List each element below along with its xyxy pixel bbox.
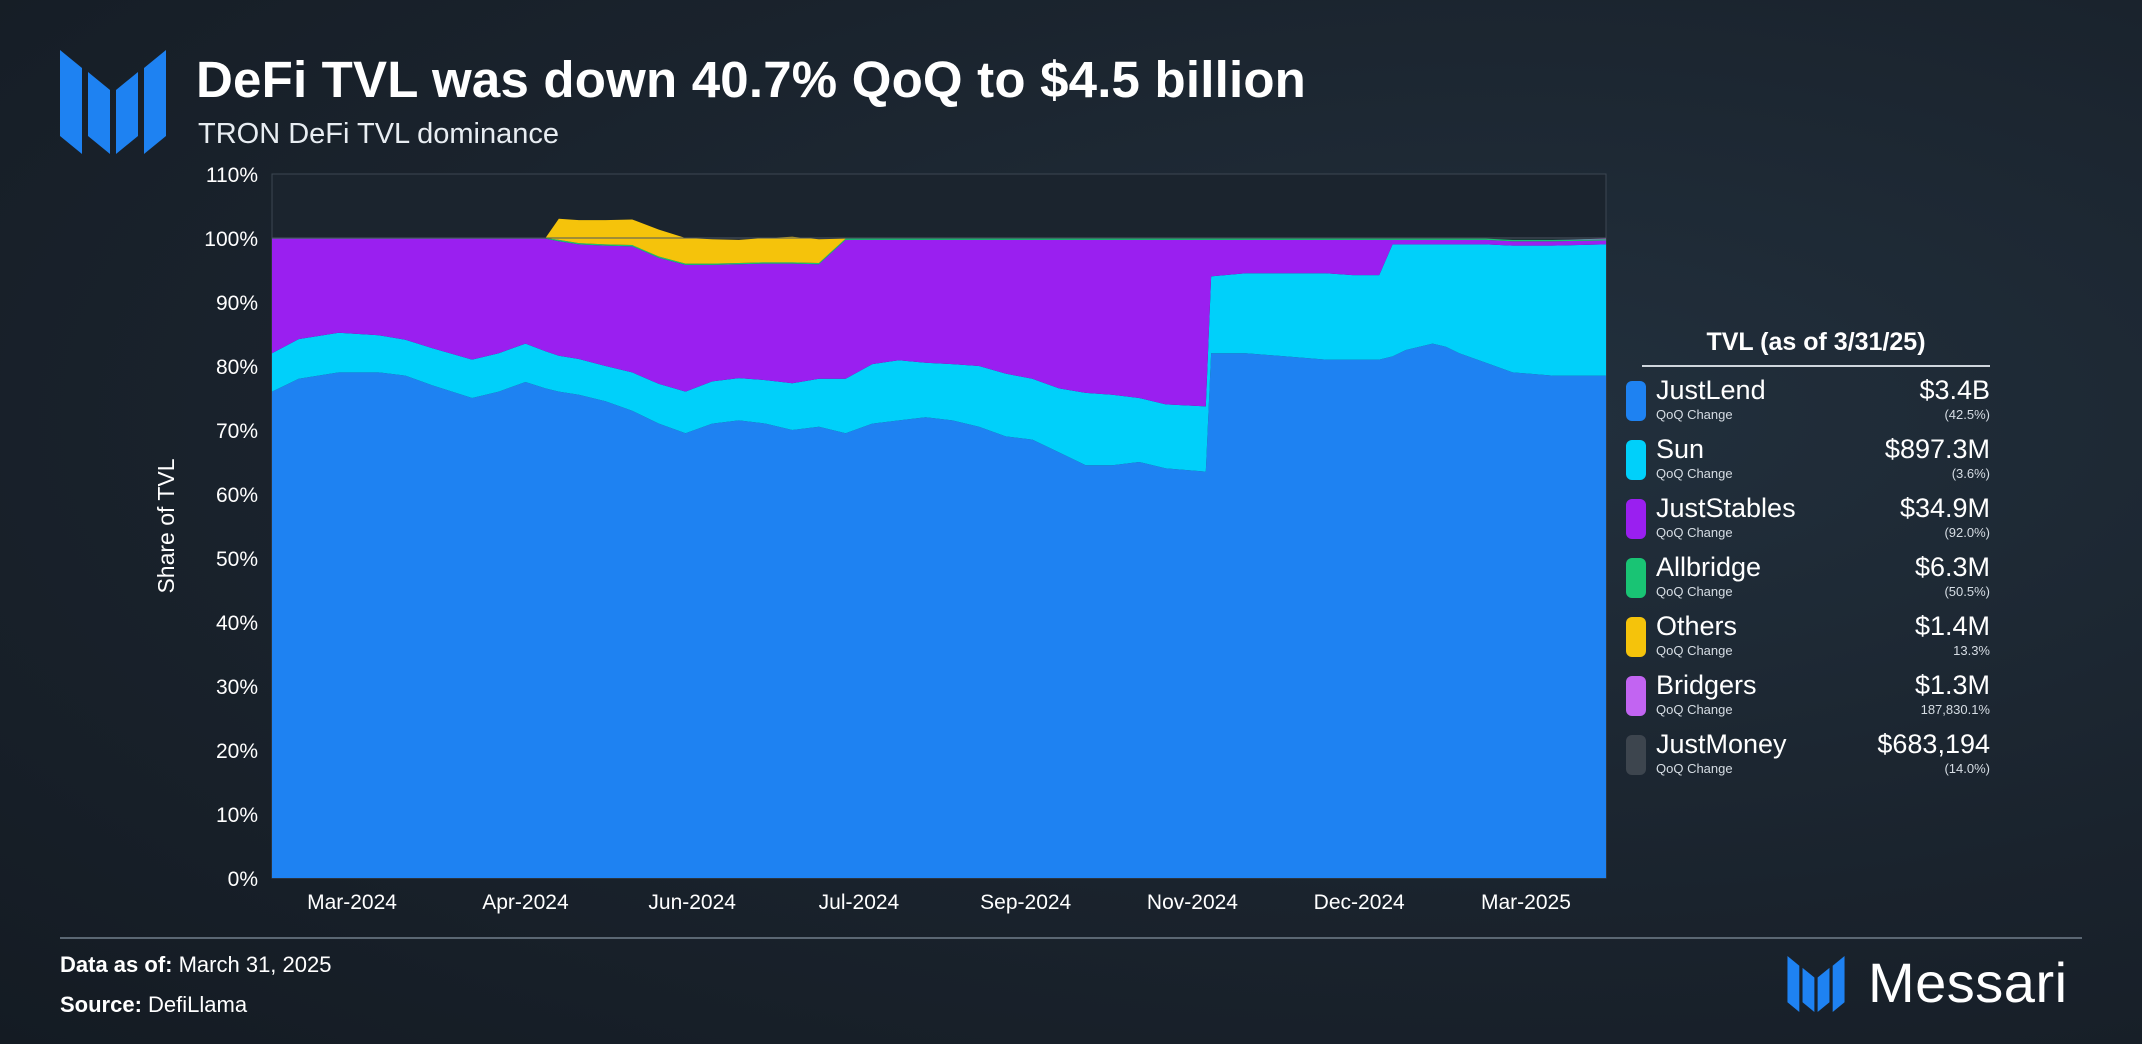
legend-sub-label: QoQ Change: [1656, 643, 1733, 658]
legend-change: (3.6%): [1951, 466, 1990, 481]
legend-value: $683,194: [1877, 729, 1990, 759]
y-tick-label: 100%: [204, 228, 258, 251]
legend-value: $34.9M: [1899, 493, 1990, 523]
source-value: DefiLlama: [141, 992, 248, 1017]
legend-value: $897.3M: [1884, 434, 1990, 464]
source-line: Source: DefiLlama: [60, 992, 247, 1018]
area-others: [272, 218, 1606, 264]
legend-change: (42.5%): [1944, 407, 1990, 422]
y-axis-label: Share of TVL: [153, 458, 179, 593]
data-as-of-value: March 31, 2025: [172, 952, 332, 977]
legend-value: $1.3M: [1914, 670, 1990, 700]
legend-name: JustStables: [1656, 493, 1796, 523]
messari-logo-icon: [60, 50, 166, 154]
legend-change: 13.3%: [1953, 643, 1990, 658]
x-tick-label: Mar-2024: [307, 891, 397, 914]
x-tick-label: Nov-2024: [1147, 891, 1238, 914]
legend-name: Allbridge: [1656, 552, 1762, 582]
legend-name: JustLend: [1656, 375, 1766, 405]
page-subtitle: TRON DeFi TVL dominance: [198, 118, 560, 150]
legend-name: Bridgers: [1656, 670, 1757, 700]
y-tick-label: 40%: [216, 612, 258, 635]
brand-logo-icon: [1787, 956, 1845, 1012]
legend-change: 187,830.1%: [1920, 702, 1990, 717]
legend-item-sun: Sun QoQ Change $897.3M (3.6%): [1622, 426, 1990, 485]
area-justlend: [272, 343, 1606, 879]
legend-swatch: [1626, 735, 1646, 775]
x-tick-label: Jul-2024: [819, 891, 900, 914]
legend-sub-label: QoQ Change: [1656, 584, 1733, 599]
legend-swatch: [1626, 499, 1646, 539]
legend-item-bridgers: Bridgers QoQ Change $1.3M 187,830.1%: [1622, 662, 1990, 721]
source-label: Source:: [60, 992, 142, 1017]
legend-value: $6.3M: [1914, 552, 1990, 582]
y-tick-label: 20%: [216, 740, 258, 763]
legend-swatch: [1626, 558, 1646, 598]
legend-swatch: [1626, 440, 1646, 480]
legend-value: $1.4M: [1914, 611, 1990, 641]
legend-sub-label: QoQ Change: [1656, 761, 1733, 776]
y-tick-label: 60%: [216, 484, 258, 507]
x-tick-label: Apr-2024: [482, 891, 569, 914]
legend-sub-label: QoQ Change: [1656, 466, 1733, 481]
legend-item-allbridge: Allbridge QoQ Change $6.3M (50.5%): [1622, 544, 1990, 603]
legend-change: (92.0%): [1944, 525, 1990, 540]
data-as-of-label: Data as of:: [60, 952, 173, 977]
y-tick-label: 0%: [228, 868, 258, 891]
legend-sub-label: QoQ Change: [1656, 525, 1733, 540]
y-tick-label: 90%: [216, 292, 258, 315]
legend-name: Sun: [1656, 434, 1705, 464]
y-tick-label: 50%: [216, 548, 258, 571]
legend-title: TVL (as of 3/31/25): [1642, 328, 1990, 367]
x-tick-label: Dec-2024: [1314, 891, 1405, 914]
y-tick-label: 80%: [216, 356, 258, 379]
legend-name: Others: [1656, 611, 1738, 641]
legend-swatch: [1626, 381, 1646, 421]
data-as-of: Data as of: March 31, 2025: [60, 952, 331, 978]
legend-item-juststables: JustStables QoQ Change $34.9M (92.0%): [1622, 485, 1990, 544]
legend-value: $3.4B: [1919, 375, 1990, 405]
legend-sub-label: QoQ Change: [1656, 407, 1733, 422]
legend-item-others: Others QoQ Change $1.4M 13.3%: [1622, 603, 1990, 662]
legend-change: (50.5%): [1944, 584, 1990, 599]
y-tick-label: 10%: [216, 804, 258, 827]
legend-item-justmoney: JustMoney QoQ Change $683,194 (14.0%): [1622, 721, 1990, 780]
y-tick-label: 110%: [206, 164, 258, 187]
legend-swatch: [1626, 617, 1646, 657]
legend-sub-label: QoQ Change: [1656, 702, 1733, 717]
legend-name: JustMoney: [1656, 729, 1787, 759]
x-tick-label: Mar-2025: [1481, 891, 1571, 914]
page-title: DeFi TVL was down 40.7% QoQ to $4.5 bill…: [196, 51, 1307, 108]
area-sun: [272, 244, 1606, 472]
area-juststables: [272, 238, 1606, 407]
legend-change: (14.0%): [1944, 761, 1990, 776]
brand-wordmark: Messari: [1868, 951, 2068, 1014]
legend-swatch: [1626, 676, 1646, 716]
legend: TVL (as of 3/31/25) JustLend QoQ Change $3…: [1622, 328, 1990, 780]
y-tick-label: 70%: [216, 420, 258, 443]
footer-divider: [60, 937, 2082, 939]
x-tick-label: Sep-2024: [980, 891, 1071, 914]
legend-item-justlend: JustLend QoQ Change $3.4B (42.5%): [1622, 367, 1990, 426]
y-tick-label: 30%: [216, 676, 258, 699]
area-allbridge: [272, 238, 1606, 265]
x-tick-label: Jun-2024: [648, 891, 736, 914]
